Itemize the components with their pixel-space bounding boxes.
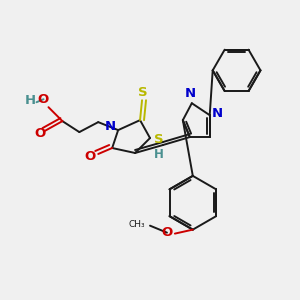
Text: H: H <box>25 94 36 107</box>
Text: N: N <box>212 107 223 120</box>
Text: O: O <box>161 226 172 239</box>
Text: N: N <box>184 87 195 100</box>
Text: O: O <box>38 93 49 106</box>
Text: O: O <box>85 151 96 164</box>
Text: CH₃: CH₃ <box>129 220 146 229</box>
Text: O: O <box>34 127 45 140</box>
Text: S: S <box>154 133 164 146</box>
Text: N: N <box>105 120 116 133</box>
Text: H: H <box>154 148 164 161</box>
Text: S: S <box>138 86 148 99</box>
